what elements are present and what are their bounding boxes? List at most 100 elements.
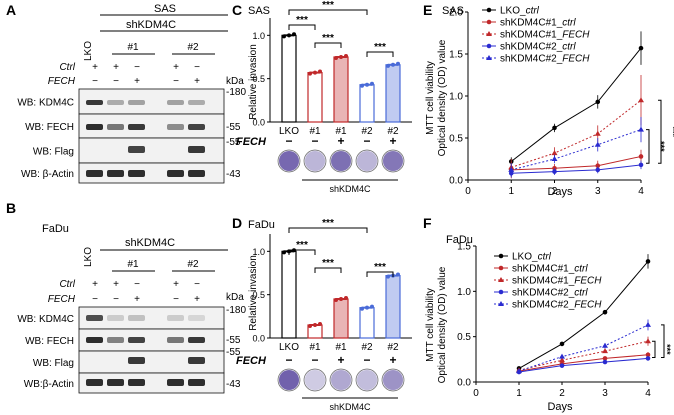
x-tick-label: #2	[361, 126, 373, 137]
cell-line-label: FaDu	[248, 219, 275, 231]
fech-sign: −	[113, 76, 119, 87]
series-line	[518, 357, 649, 373]
ctrl-sign: +	[92, 62, 98, 73]
blot-band	[167, 315, 184, 321]
blot-band	[107, 315, 124, 321]
legend-suffix: ctrl	[562, 18, 576, 29]
bar	[281, 34, 297, 123]
x-tick-label: 0	[465, 186, 471, 197]
y-axis-label: Optical density (OD) value	[437, 266, 448, 383]
invasion-stain	[383, 151, 403, 171]
kda-marker: -180	[226, 87, 246, 98]
panel-letter: C	[232, 2, 242, 18]
significance-bracket	[661, 324, 665, 359]
kda-marker: -43	[226, 169, 241, 180]
ctrl-row-label: Ctrl	[59, 62, 75, 73]
data-point	[645, 352, 651, 358]
invasion-stain	[357, 151, 377, 171]
bar	[281, 250, 297, 339]
data-point	[370, 81, 374, 86]
y-tick-label: 0.5	[252, 74, 265, 84]
ctrl-sign: −	[194, 62, 200, 73]
group-label: shKDM4C	[125, 237, 175, 249]
blot-band	[167, 379, 184, 386]
x-tick-label: 0	[473, 388, 479, 399]
invasion-stain	[331, 151, 351, 171]
bar	[333, 56, 349, 123]
kda-marker: -55	[226, 347, 241, 358]
blot-band	[188, 146, 205, 153]
legend-prefix: LKO_	[500, 6, 526, 17]
legend-marker	[498, 289, 504, 295]
y-tick-label: 1.0	[252, 247, 265, 257]
x-tick-label: 1	[508, 186, 514, 197]
data-point	[318, 321, 322, 326]
legend-prefix: shKDM4C#1_	[500, 18, 563, 29]
blot-band	[107, 170, 124, 177]
blot-band	[188, 337, 205, 343]
blot-band	[86, 170, 103, 177]
y-tick-label: 0.5	[457, 332, 471, 343]
legend-prefix: shKDM4C#2_	[512, 288, 575, 299]
invasion-stain	[331, 370, 351, 390]
data-point	[645, 321, 651, 327]
significance-label: ***	[662, 344, 672, 355]
legend-label: shKDM4C#1_ctrl	[512, 264, 588, 275]
ctrl-sign: +	[173, 279, 179, 290]
legend-label: shKDM4C#2_FECH	[500, 54, 590, 65]
significance-bracket	[288, 249, 316, 255]
fech-sign: +	[337, 353, 344, 367]
fech-sign: −	[363, 134, 370, 148]
fech-sign: −	[285, 134, 292, 148]
series-line	[518, 261, 649, 369]
legend-label: shKDM4C#2_ctrl	[512, 288, 588, 299]
legend-prefix: shKDM4C#1_	[500, 30, 563, 41]
x-tick-label: 3	[595, 186, 601, 197]
ctrl-sign: −	[134, 279, 140, 290]
legend-prefix: shKDM4C#2_	[500, 42, 563, 53]
data-point	[516, 368, 522, 374]
fech-sign: −	[363, 353, 370, 367]
data-point	[638, 154, 644, 159]
panel-b: B FaDu shKDM4C LKO #1 #2 Ctrl FECH + − + − −…	[6, 200, 246, 394]
y-tick-label: 0.5	[252, 290, 265, 300]
x-tick-label: 4	[638, 186, 644, 197]
data-point	[396, 61, 400, 66]
data-point	[292, 32, 296, 37]
data-point	[602, 342, 608, 348]
y-axis-label: Optical density (OD) value	[437, 39, 448, 156]
data-point	[602, 309, 608, 315]
legend-marker	[486, 31, 492, 36]
blot-label: WB: β-Actin	[21, 169, 74, 180]
panel-letter: B	[6, 200, 16, 216]
series-line	[511, 164, 642, 174]
legend-marker	[498, 277, 504, 282]
significance-bracket	[658, 99, 662, 164]
x-tick-label: #2	[387, 126, 399, 137]
clone-label: #1	[127, 259, 139, 270]
blot-band	[86, 124, 103, 130]
blot-band	[188, 315, 205, 321]
significance-label: ***	[374, 262, 386, 273]
y-tick-label: 1.5	[449, 50, 463, 61]
data-point	[638, 162, 644, 168]
bar	[307, 71, 323, 123]
clone-label: #2	[187, 259, 199, 270]
ctrl-sign: +	[92, 279, 98, 290]
panel-letter: A	[6, 2, 16, 18]
y-tick-label: 0.0	[252, 118, 265, 128]
ctrl-sign: −	[134, 62, 140, 73]
data-point	[386, 274, 390, 279]
cell-line-label: SAS	[248, 5, 270, 17]
x-axis-label: Days	[547, 401, 573, 413]
blot-band	[188, 357, 205, 364]
kda-label: kDa	[226, 76, 244, 87]
blot-band	[107, 379, 124, 386]
kda-marker: -43	[226, 379, 241, 390]
series-line	[510, 47, 642, 162]
panel-e: E SAS MTT cell viability Optical density…	[423, 2, 674, 198]
y-axis-label: MTT cell viability	[425, 61, 436, 135]
lko-label: LKO	[83, 41, 94, 61]
invasion-stain	[357, 370, 377, 390]
significance-bracket	[288, 24, 316, 30]
